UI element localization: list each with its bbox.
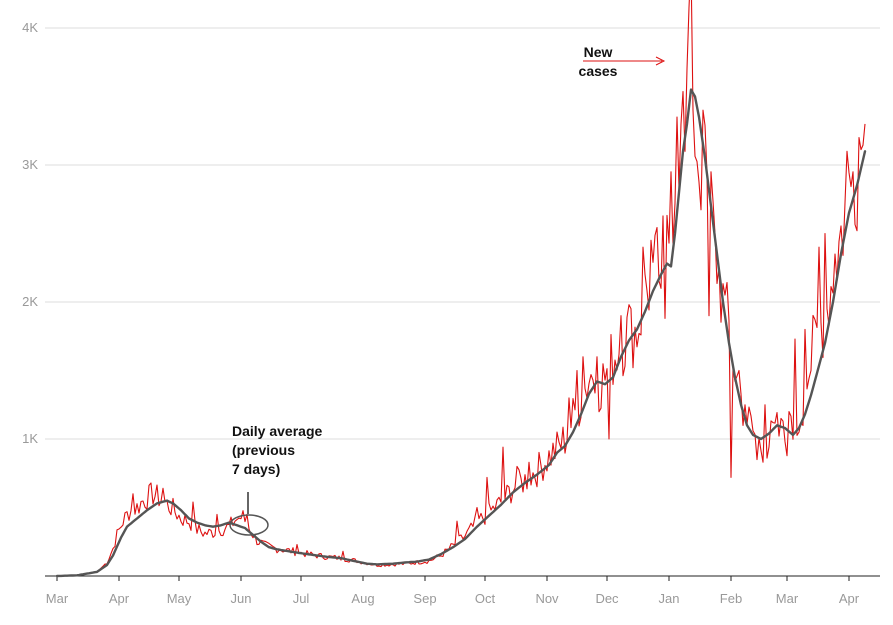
grid-lines — [45, 27, 880, 440]
x-tick-label: Oct — [475, 591, 496, 606]
annotation-line: cases — [579, 63, 618, 79]
x-tick-label: Jun — [231, 591, 252, 606]
x-tick-label: Mar — [776, 591, 799, 606]
annotation-new-cases-label: New cases — [579, 44, 618, 79]
y-tick-label: 3K — [22, 157, 38, 172]
x-tick-label: Jul — [293, 591, 310, 606]
x-tick-label: Jan — [659, 591, 680, 606]
annotation-line: New — [584, 44, 613, 60]
annotation-daily-average-label: Daily average (previous 7 days) — [232, 423, 322, 477]
series-line-daily-average — [55, 88, 867, 578]
y-axis-ticks: 1K 2K 3K 4K — [22, 20, 38, 446]
y-tick-label: 2K — [22, 294, 38, 309]
annotation-highlight-circle — [229, 514, 269, 536]
x-tick-label: Apr — [109, 591, 130, 606]
x-tick-label: Mar — [46, 591, 69, 606]
y-tick-label: 1K — [22, 431, 38, 446]
x-tick-label: May — [167, 591, 192, 606]
x-tick-label: Apr — [839, 591, 860, 606]
x-tick-label: Feb — [720, 591, 742, 606]
x-axis-ticks: Mar Apr May Jun Jul Aug Sep Oct Nov Dec Jan Feb Mar A… — [46, 576, 860, 606]
x-tick-label: Dec — [595, 591, 619, 606]
x-tick-label: Nov — [535, 591, 559, 606]
x-tick-label: Sep — [413, 591, 436, 606]
annotation-line: 7 days) — [232, 461, 280, 477]
annotations: New cases Daily average (previous 7 days) — [229, 44, 666, 536]
annotation-line: (previous — [232, 442, 295, 458]
y-tick-label: 4K — [22, 20, 38, 35]
annotation-line: Daily average — [232, 423, 322, 439]
x-tick-label: Aug — [351, 591, 374, 606]
annotation-arrowhead-icon — [655, 56, 666, 66]
series-line-new-cases — [56, 0, 866, 577]
series-group — [55, 0, 867, 578]
